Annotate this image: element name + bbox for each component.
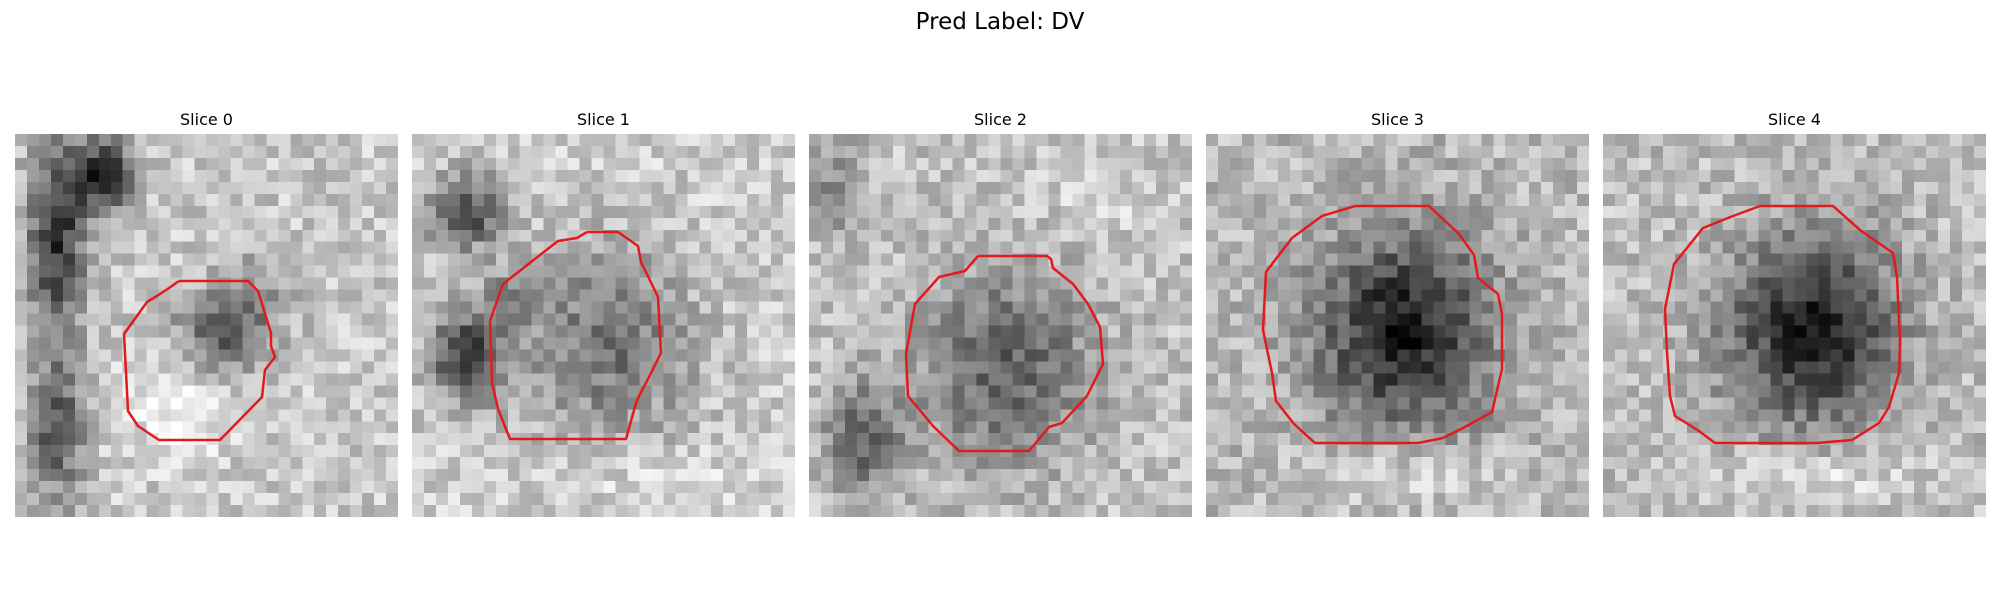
segmentation-contour-3 — [1261, 204, 1504, 445]
segmentation-contour-2 — [904, 254, 1105, 453]
slice-panel-0: Slice 0 — [15, 110, 398, 517]
slice-title-3: Slice 3 — [1371, 110, 1424, 129]
slice-panel-4: Slice 4 — [1603, 110, 1986, 517]
slice-panel-3: Slice 3 — [1206, 110, 1589, 517]
slice-panel-1: Slice 1 — [412, 110, 795, 517]
slice-title-0: Slice 0 — [180, 110, 233, 129]
slice-image-2 — [809, 134, 1192, 517]
slice-image-1 — [412, 134, 795, 517]
segmentation-contour-1 — [488, 230, 663, 441]
slice-panel-2: Slice 2 — [809, 110, 1192, 517]
slice-image-3 — [1206, 134, 1589, 517]
figure-title: Pred Label: DV — [915, 9, 1085, 35]
slice-image-0 — [15, 134, 398, 517]
segmentation-contour-4 — [1663, 204, 1902, 445]
slice-title-2: Slice 2 — [974, 110, 1027, 129]
segmentation-contour-0 — [122, 279, 277, 442]
slice-title-4: Slice 4 — [1768, 110, 1821, 129]
slice-title-1: Slice 1 — [577, 110, 630, 129]
